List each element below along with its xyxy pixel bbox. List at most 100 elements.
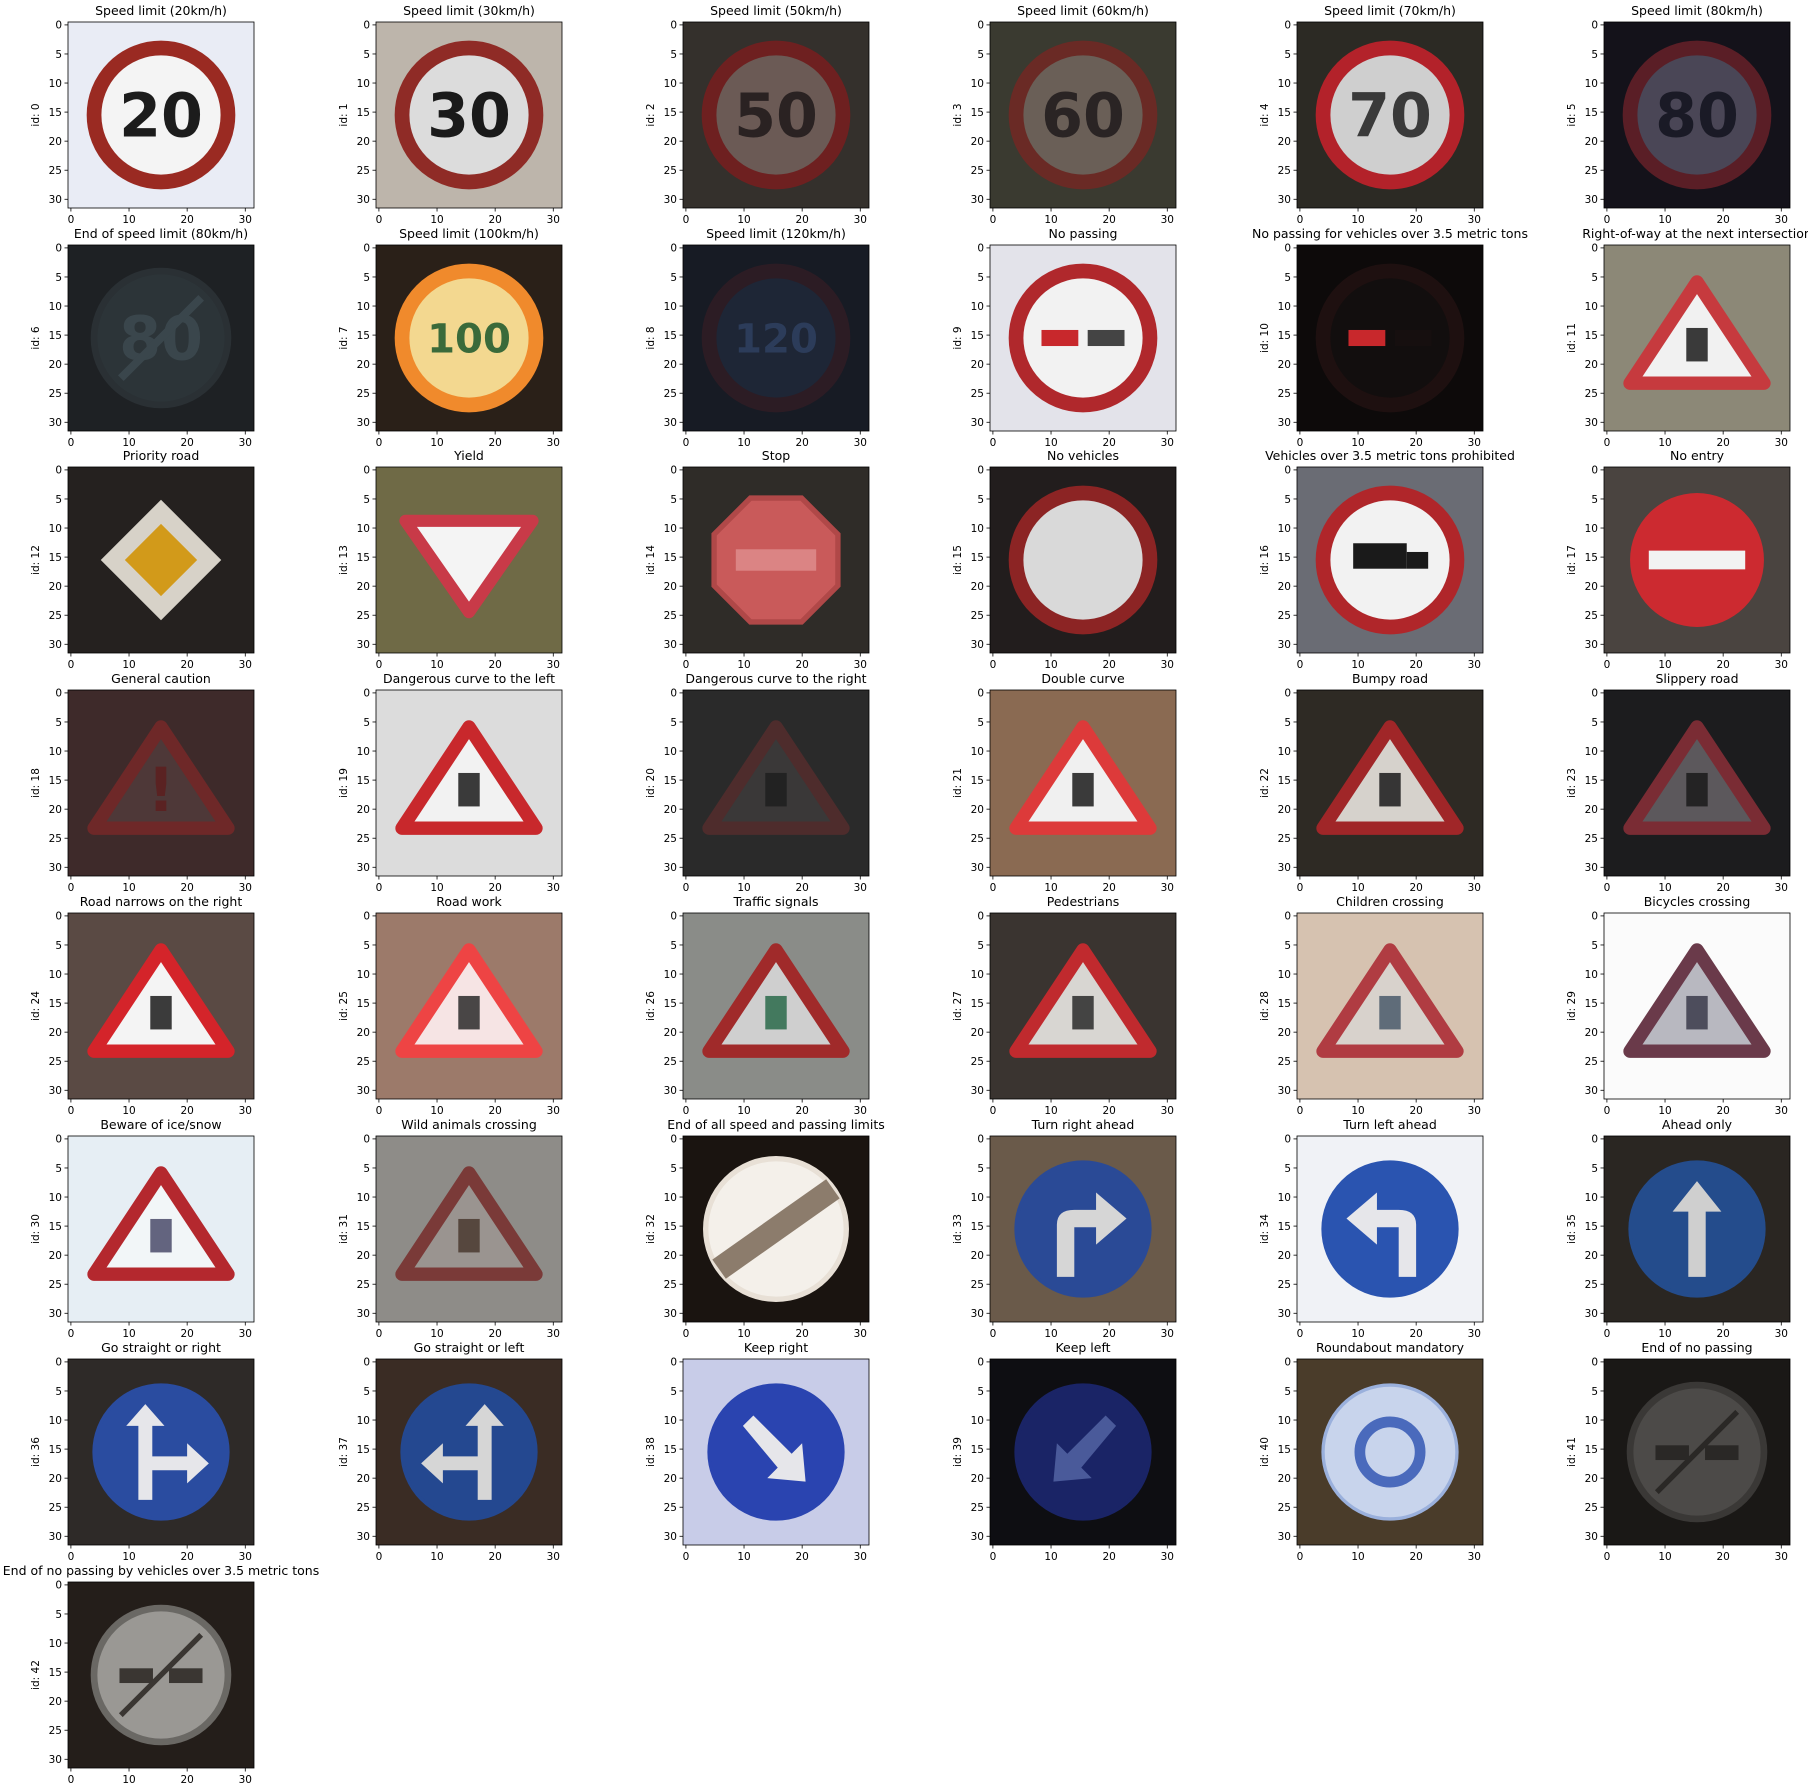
axes-frame [1296,466,1484,654]
sign-disc [1622,40,1772,190]
x-tick-label: 0 [1297,1551,1304,1563]
y-tick-label: 0 [363,911,370,923]
y-tick-label: 5 [55,1386,62,1398]
y-tick-label: 5 [363,49,370,61]
y-tick-label: 30 [1278,639,1291,651]
axes-frame [682,912,870,1100]
y-tick-label: 25 [1585,610,1598,622]
x-tick-label: 30 [547,214,560,226]
x-tick-label: 10 [122,214,135,226]
x-tick-label: 0 [683,659,690,671]
y-tick-label: 5 [670,717,677,729]
y-tick-label: 15 [664,1444,677,1456]
panel-title: Keep left [1055,1340,1110,1355]
y-axis-label: id: 28 [1259,991,1271,1021]
y-label-prefix: id: [1259,558,1271,574]
x-tick-label: 30 [854,214,867,226]
y-tick-label: 15 [1585,998,1598,1010]
axes-frame [1296,21,1484,209]
y-tick-label: 20 [1585,136,1598,148]
triangle-pictogram [765,995,787,1030]
y-label-prefix: id: [338,1004,350,1020]
y-label-id: 10 [1259,323,1271,336]
x-tick-label: 20 [795,437,808,449]
x-tick-label: 10 [122,1105,135,1117]
x-tick-label: 20 [1716,437,1729,449]
y-tick-label: 25 [664,1279,677,1291]
y-label-id: 2 [645,103,657,110]
x-tick-label: 0 [376,882,383,894]
y-tick-label: 0 [55,1357,62,1369]
axes-frame [67,244,255,432]
sign-panel: No entry 0 5 10 15 20 25 30 0 10 20 30 id: 17 [1566,448,1791,671]
panel-title: Speed limit (20km/h) [95,3,227,18]
sign-disc [1315,263,1465,413]
y-tick-label: 25 [971,1056,984,1068]
panel-title: Wild animals crossing [401,1117,537,1132]
y-tick-label: 0 [670,465,677,477]
y-label-id: 32 [645,1214,657,1227]
y-label-prefix: id: [952,333,964,349]
y-tick-label: 5 [670,494,677,506]
x-tick-label: 30 [1468,659,1481,671]
sign-panel: Bumpy road 0 5 10 15 20 25 30 0 10 20 30 id: 22 [1259,671,1484,894]
y-tick-label: 0 [1591,911,1598,923]
y-tick-label: 20 [971,136,984,148]
y-tick-label: 5 [55,272,62,284]
y-tick-label: 15 [1278,330,1291,342]
y-tick-label: 25 [357,833,370,845]
y-tick-label: 5 [363,1386,370,1398]
y-tick-label: 20 [664,136,677,148]
x-tick-label: 0 [1297,1105,1304,1117]
sign-panel: Vehicles over 3.5 metric tons prohibited… [1259,448,1515,671]
y-tick-label: 25 [49,388,62,400]
panel-title: Traffic signals [732,894,818,909]
y-label-id: 34 [1259,1214,1271,1228]
sign-panel: General caution! 0 5 10 15 20 25 30 0 10 20 30 id: 1… [30,671,255,894]
sign-disc [394,263,544,413]
sign-panel: End of no passing by vehicles over 3.5 m… [3,1563,319,1786]
end-stripe [118,1632,204,1718]
y-tick-label: 10 [664,1415,677,1427]
y-label-prefix: id: [1259,781,1271,797]
y-label-id: 38 [645,1437,657,1450]
axes-frame [1603,21,1791,209]
x-tick-label: 0 [68,1551,75,1563]
y-tick-label: 0 [55,1134,62,1146]
y-tick-label: 30 [357,194,370,206]
y-tick-label: 0 [55,20,62,32]
sign-panel: No vehicles 0 5 10 15 20 25 30 0 10 20 30 id: 15 [952,448,1177,671]
y-tick-label: 20 [357,581,370,593]
x-tick-label: 20 [795,1328,808,1340]
triangle-pictogram [1686,772,1708,807]
y-tick-label: 15 [664,552,677,564]
y-label-prefix: id: [1566,1450,1578,1466]
y-tick-label: 0 [670,20,677,32]
panel-title: No vehicles [1047,448,1119,463]
y-tick-label: 10 [664,969,677,981]
sign-image [1626,1381,1768,1523]
sign-image: 60 [1008,40,1158,190]
y-tick-label: 10 [971,1415,984,1427]
y-tick-label: 5 [1591,717,1598,729]
x-tick-label: 10 [430,437,443,449]
x-tick-label: 30 [239,882,252,894]
y-tick-label: 0 [1284,20,1291,32]
axes-frame [375,912,563,1100]
y-tick-label: 25 [664,833,677,845]
sign-disc [400,1383,538,1521]
y-tick-label: 15 [357,998,370,1010]
x-tick-label: 20 [1716,659,1729,671]
x-tick-label: 30 [854,1105,867,1117]
x-tick-label: 20 [180,659,193,671]
direction-arrow [1056,1192,1127,1277]
y-tick-label: 10 [357,301,370,313]
y-tick-label: 0 [55,243,62,255]
triangle-pictogram [1379,995,1401,1030]
panel-title: Speed limit (50km/h) [710,3,842,18]
y-tick-label: 0 [1284,465,1291,477]
x-tick-label: 10 [1044,1105,1057,1117]
axes-frame [1296,912,1484,1100]
y-tick-label: 0 [1284,688,1291,700]
panel-title: Dangerous curve to the right [685,671,866,686]
